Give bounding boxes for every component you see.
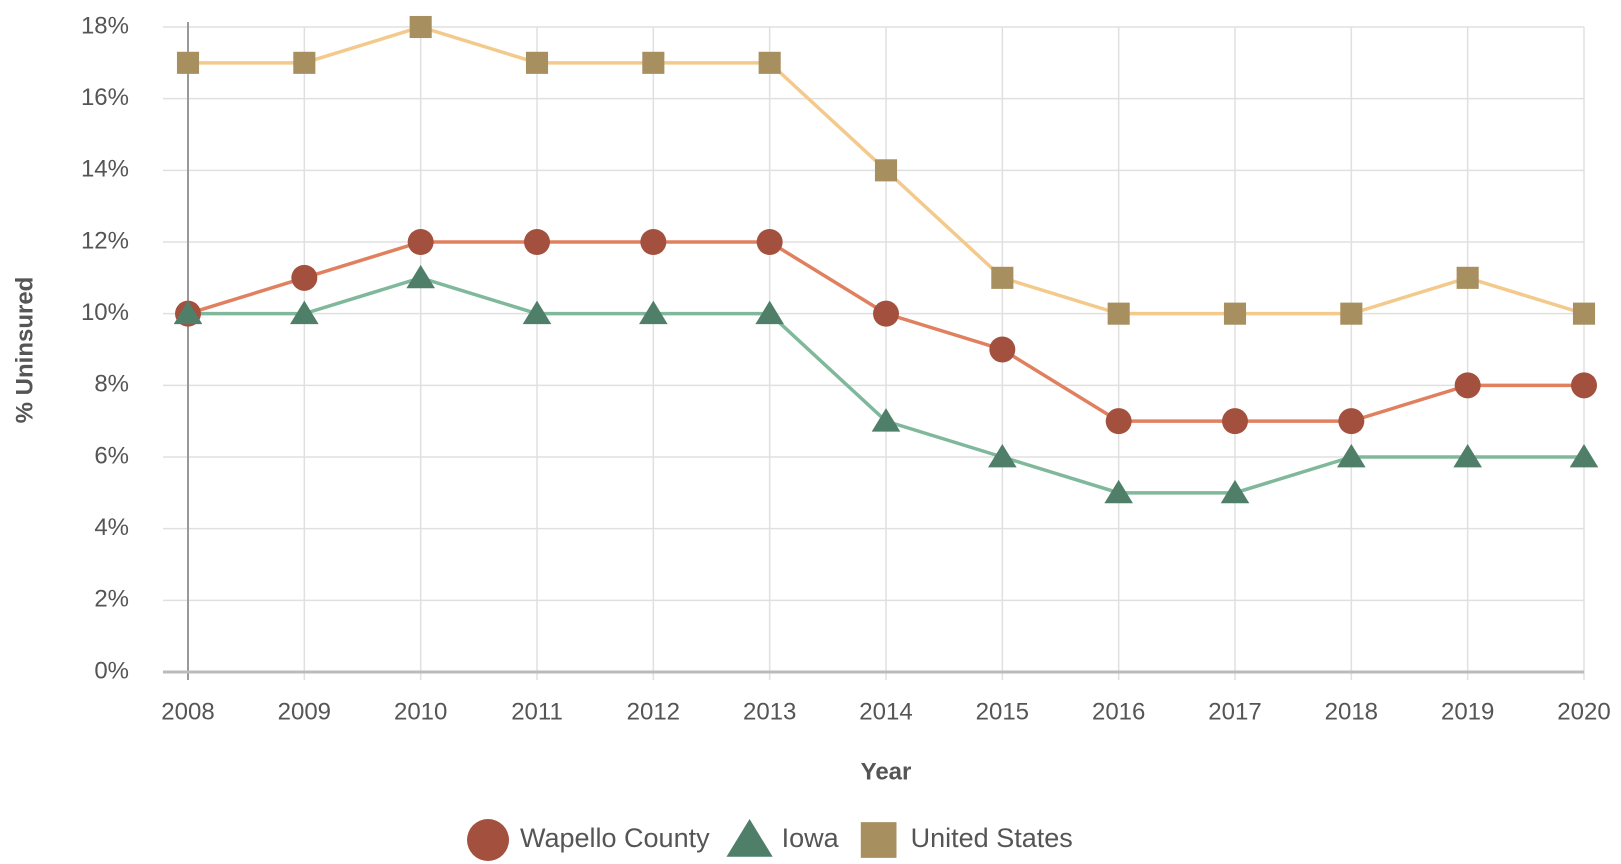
x-tick-label: 2015 (976, 698, 1029, 725)
data-point (1105, 408, 1132, 435)
x-tick-label: 2016 (1092, 698, 1145, 725)
x-tick-label: 2013 (743, 698, 796, 725)
data-point (525, 51, 549, 74)
data-point (1337, 444, 1366, 468)
x-tick-label: 2020 (1557, 698, 1610, 725)
data-point (1572, 302, 1596, 325)
y-tick-label: 16% (81, 84, 129, 111)
legend-label: United States (911, 823, 1073, 853)
y-tick-label: 4% (94, 514, 129, 541)
data-point (522, 300, 552, 325)
data-point (758, 51, 781, 74)
legend-label: Iowa (782, 823, 840, 853)
data-point (989, 336, 1016, 363)
y-axis-title: % Uninsured (11, 277, 38, 424)
data-point (293, 51, 316, 74)
data-point (406, 264, 435, 289)
y-tick-label: 12% (81, 227, 129, 254)
data-point (1454, 372, 1481, 399)
x-tick-label: 2014 (859, 698, 912, 725)
data-point (1220, 479, 1250, 504)
data-point (640, 229, 667, 255)
data-point (1107, 302, 1130, 325)
legend-marker (467, 819, 509, 861)
data-point (1569, 444, 1599, 468)
legend: Wapello County Iowa United States (467, 819, 1073, 861)
data-point (1338, 408, 1365, 435)
data-point (176, 51, 200, 74)
data-point (291, 264, 318, 291)
x-tick-label: 2009 (278, 698, 331, 725)
x-axis-title: Year (861, 758, 912, 785)
x-tick-label: 2012 (627, 698, 680, 725)
x-tick-label: 2017 (1208, 698, 1261, 725)
data-point (756, 229, 783, 255)
data-point (1456, 266, 1479, 289)
data-point (1104, 479, 1133, 504)
y-tick-label: 8% (94, 371, 129, 398)
data-point (1571, 372, 1597, 399)
x-tick-label: 2019 (1441, 698, 1494, 725)
y-tick-label: 0% (94, 657, 129, 684)
data-point (409, 15, 432, 39)
y-tick-label: 18% (81, 12, 129, 39)
data-point (755, 300, 784, 325)
data-point (871, 408, 901, 432)
data-point (639, 300, 668, 325)
y-tick-label: 2% (94, 586, 129, 613)
data-point (1340, 302, 1363, 325)
data-point (1453, 444, 1482, 468)
legend-label: Wapello County (520, 823, 710, 853)
data-point (988, 444, 1017, 468)
x-tick-label: 2018 (1325, 698, 1378, 725)
y-tick-label: 10% (81, 299, 129, 326)
y-tick-label: 6% (94, 442, 129, 469)
x-tick-label: 2011 (511, 698, 563, 725)
data-point (407, 229, 434, 255)
x-tick-label: 2008 (161, 698, 214, 725)
x-tick-label: 2010 (394, 698, 447, 725)
legend-marker (860, 822, 897, 858)
legend-marker (726, 819, 773, 857)
data-point (991, 266, 1014, 289)
data-point (173, 300, 203, 325)
data-point (1222, 408, 1248, 435)
data-point (642, 51, 665, 74)
data-point (290, 300, 319, 325)
data-point (874, 159, 898, 182)
data-point (524, 229, 550, 255)
data-point (1223, 302, 1247, 325)
data-point (873, 300, 899, 327)
y-tick-label: 14% (81, 156, 129, 183)
